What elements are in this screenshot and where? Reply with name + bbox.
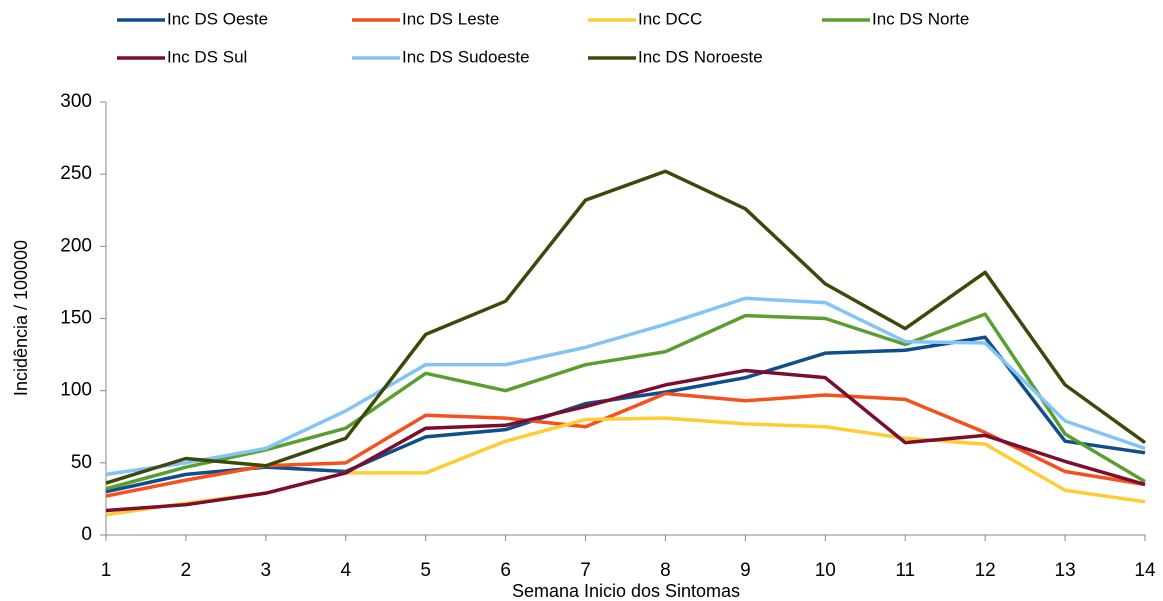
x-tick-label: 11	[895, 560, 915, 581]
y-tick-label: 300	[60, 91, 92, 112]
series-line	[105, 391, 1146, 498]
x-tick-label: 14	[1134, 560, 1156, 581]
x-tick-label: 5	[420, 560, 431, 581]
legend-label: Inc DS Noroeste	[638, 47, 763, 66]
legend-label: Inc DS Sudoeste	[402, 47, 530, 66]
series-line	[105, 335, 1146, 494]
x-tick-label: 2	[181, 560, 192, 581]
legend-label: Inc DS Oeste	[167, 9, 268, 28]
series-line	[105, 296, 1146, 477]
x-tick-label: 7	[580, 560, 591, 581]
x-tick-label: 10	[815, 560, 836, 581]
series-line	[105, 368, 1146, 513]
x-tick-label: 3	[261, 560, 272, 581]
x-tick-label: 13	[1055, 560, 1076, 581]
legend-label: Inc DS Leste	[402, 9, 499, 28]
x-axis-label: Semana Inicio dos Sintomas	[512, 581, 740, 601]
x-tick-label: 4	[340, 560, 351, 581]
y-tick-label: 100	[60, 380, 92, 401]
y-tick-label: 50	[71, 452, 92, 473]
y-axis-label: Incidência / 100000	[11, 240, 31, 396]
x-tick-label: 9	[740, 560, 751, 581]
y-tick-label: 250	[60, 163, 92, 184]
legend-label: Inc DS Norte	[872, 9, 969, 28]
series-line	[105, 312, 1146, 491]
y-tick-label: 0	[81, 524, 92, 545]
series-line	[105, 169, 1147, 485]
x-tick-label: 12	[975, 560, 996, 581]
legend-label: Inc DCC	[638, 9, 702, 28]
y-tick-label: 150	[60, 308, 92, 329]
x-tick-label: 6	[500, 560, 511, 581]
y-tick-label: 200	[60, 235, 92, 256]
x-tick-label: 1	[101, 560, 112, 581]
legend-label: Inc DS Sul	[167, 47, 247, 66]
x-tick-label: 8	[660, 560, 671, 581]
